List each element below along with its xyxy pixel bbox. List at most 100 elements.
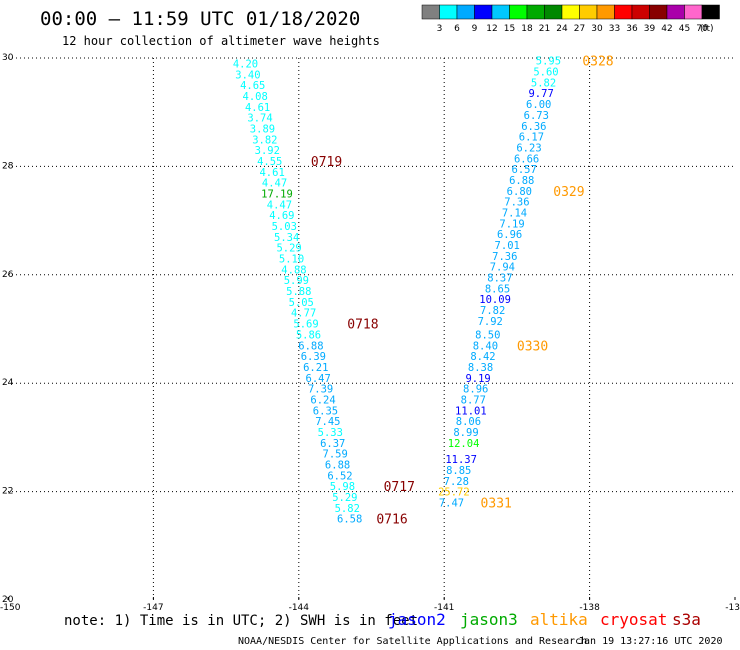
y-tick-label: 30 xyxy=(2,53,14,63)
x-tick-label: -150 xyxy=(0,603,21,613)
swh-value-jason3: 10.09 xyxy=(479,294,511,306)
swh-value-jason3: 6.73 xyxy=(524,110,549,122)
swh-value-jason2: 6.52 xyxy=(327,470,352,482)
x-tick-label: -13 xyxy=(725,603,740,613)
pass-time-label: 0329 xyxy=(553,185,584,200)
color-scale-unit: (ft) xyxy=(700,24,714,34)
color-scale-legend: 3 6 9 12 15 18 21 24 27 30 33 36 39 42 45 70(ft) xyxy=(421,4,720,34)
color-scale-label: 39 xyxy=(644,24,656,34)
color-swatch xyxy=(614,4,633,20)
swh-value-jason3: 7.01 xyxy=(495,240,520,252)
note-text: note: 1) Time is in UTC; 2) SWH is in fe… xyxy=(64,613,418,629)
x-tick-label: -147 xyxy=(143,603,163,613)
color-swatch xyxy=(491,4,510,20)
swh-value-jason2: 6.88 xyxy=(325,460,350,472)
swh-value-jason2: 5.82 xyxy=(335,503,360,515)
swh-value-jason2: 5.29 xyxy=(332,492,357,504)
time-labels: 0719 0718 0717 0716 0328 0329 0330 0331 xyxy=(311,55,614,528)
swh-value-jason3: 7.94 xyxy=(490,262,515,274)
pass-time-label: 0716 xyxy=(376,513,407,528)
swh-value-jason2: 5.69 xyxy=(293,319,318,331)
swh-value-jason3: 9.77 xyxy=(528,88,553,100)
footer-credit: NOAA/NESDIS Center for Satellite Applica… xyxy=(238,636,587,647)
mission-label-jason2: jason2 xyxy=(388,610,446,629)
swh-value-jason2: 3.92 xyxy=(255,145,280,157)
swh-value-jason3: 6.57 xyxy=(512,164,537,176)
color-swatch xyxy=(631,4,650,20)
x-tick-label: -141 xyxy=(434,603,454,613)
color-scale-label: 21 xyxy=(539,24,550,34)
color-swatch xyxy=(684,4,703,20)
swh-value-jason2: 4.08 xyxy=(243,91,268,103)
swh-value-jason3: 7.19 xyxy=(499,218,524,230)
swh-value-jason2: 4.69 xyxy=(269,210,294,222)
swh-value-jason2: 5.33 xyxy=(318,427,343,439)
swh-value-jason3: 12.04 xyxy=(448,438,480,450)
swh-value-jason3: 6.66 xyxy=(514,153,539,165)
mission-label-jason3: jason3 xyxy=(460,610,518,629)
color-swatch xyxy=(701,4,720,20)
swh-value-jason2: 5.99 xyxy=(284,275,309,287)
swh-value-jason2: 6.88 xyxy=(298,340,323,352)
color-swatch xyxy=(666,4,685,20)
swh-value-jason2: 5.10 xyxy=(279,254,304,266)
swh-value-jason2: 4.88 xyxy=(281,264,306,276)
swh-value-jason3: 7.28 xyxy=(444,476,469,488)
color-scale-label: 9 xyxy=(472,24,478,34)
swh-value-jason2: 3.74 xyxy=(247,113,272,125)
wave-height-points: 4.203.404.654.084.613.743.893.823.924.55… xyxy=(233,56,561,526)
chart-subtitle: 12 hour collection of altimeter wave hei… xyxy=(62,34,380,48)
swh-value-jason3: 7.14 xyxy=(502,207,527,219)
swh-value-jason3: 8.42 xyxy=(470,351,495,363)
swh-value-jason3: 25.72 xyxy=(438,487,470,499)
color-scale-label: 12 xyxy=(486,24,497,34)
y-tick-label: 24 xyxy=(2,378,14,388)
swh-value-jason2: 6.37 xyxy=(320,438,345,450)
color-scale-label: 42 xyxy=(661,24,672,34)
pass-time-label: 0719 xyxy=(311,155,342,170)
swh-value-jason3: 8.06 xyxy=(456,416,481,428)
swh-value-jason2: 7.59 xyxy=(323,449,348,461)
swh-value-jason2: 5.05 xyxy=(289,297,314,309)
y-tick-label: 22 xyxy=(2,487,13,497)
swh-value-jason3: 9.19 xyxy=(465,373,490,385)
swh-value-jason3: 8.40 xyxy=(473,340,498,352)
color-scale-label: 15 xyxy=(504,24,515,34)
axis-ticks: -150 -147 -144 -141 -138 -13 20 22 24 26 28 30 xyxy=(0,53,740,613)
swh-value-jason2: 6.39 xyxy=(301,351,326,363)
color-swatch xyxy=(561,4,580,20)
swh-value-jason2: 3.82 xyxy=(252,134,277,146)
swh-value-jason2: 4.61 xyxy=(259,167,284,179)
swh-value-jason2: 6.24 xyxy=(310,394,335,406)
swh-value-jason2: 4.61 xyxy=(245,102,270,114)
swh-value-jason3: 6.88 xyxy=(509,175,534,187)
swh-value-jason3: 6.17 xyxy=(519,132,544,144)
color-scale-label: 70 xyxy=(696,24,708,34)
color-scale-label: 30 xyxy=(591,24,603,34)
swh-value-jason3: 8.65 xyxy=(485,283,510,295)
swh-value-jason2: 4.65 xyxy=(240,80,265,92)
swh-value-jason3: 6.23 xyxy=(516,142,541,154)
swh-value-jason3: 8.38 xyxy=(468,362,493,374)
swh-value-jason3: 11.01 xyxy=(455,405,487,417)
swh-value-jason3: 5.95 xyxy=(536,56,561,68)
swh-value-jason3: 7.92 xyxy=(478,316,503,328)
swh-value-jason2: 3.89 xyxy=(250,123,275,135)
swh-value-jason2: 17.19 xyxy=(261,189,293,201)
swh-value-jason3: 5.82 xyxy=(531,77,556,89)
swh-value-jason2: 7.39 xyxy=(308,384,333,396)
swh-value-jason2: 5.03 xyxy=(272,221,297,233)
swh-value-jason3: 7.36 xyxy=(504,197,529,209)
color-scale-label: 24 xyxy=(556,24,568,34)
swh-value-jason3: 8.77 xyxy=(461,394,486,406)
color-scale-label: 36 xyxy=(626,24,638,34)
mission-label-cryosat: cryosat xyxy=(600,610,667,629)
color-swatch xyxy=(474,4,493,20)
swh-value-jason2: 5.88 xyxy=(286,286,311,298)
swh-value-jason2: 7.45 xyxy=(315,416,340,428)
swh-value-jason2: 5.98 xyxy=(330,481,355,493)
mission-legend: jason2 jason3 altika cryosat s3a xyxy=(388,610,701,629)
swh-value-jason2: 6.47 xyxy=(306,373,331,385)
color-scale-label: 3 xyxy=(437,24,443,34)
